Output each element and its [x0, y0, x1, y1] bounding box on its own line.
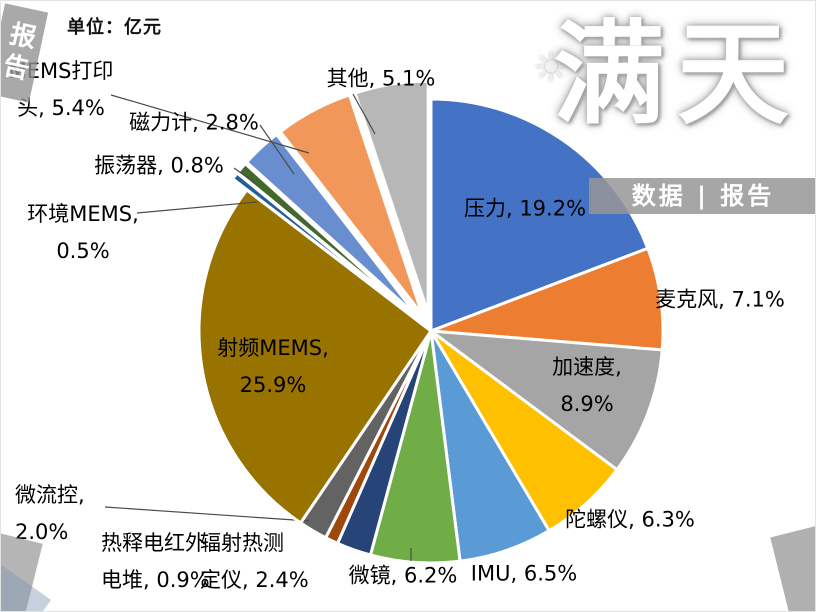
watermark-brand-tagline: 数据 | 报告 — [589, 178, 815, 214]
pie-slice-13 — [245, 132, 421, 320]
leader-line-9 — [104, 506, 310, 522]
leader-line-13 — [259, 124, 295, 175]
pie-slice-15 — [353, 79, 430, 315]
unit-label: 单位：亿元 — [67, 17, 162, 38]
pie-slice-1 — [429, 97, 650, 333]
pie-slice-10 — [197, 188, 433, 525]
pie-slice-2 — [429, 246, 665, 352]
pie-slice-3 — [429, 329, 664, 472]
watermark-brand-text: 满天 — [553, 10, 801, 140]
leader-line-15 — [352, 93, 376, 135]
leader-line-14 — [110, 94, 310, 154]
sun-icon: ☀ — [533, 45, 569, 91]
pie-slice-12 — [236, 162, 419, 321]
pie-slice-14 — [278, 93, 425, 317]
leader-line-11 — [136, 201, 258, 214]
leader-line-12 — [233, 167, 256, 184]
